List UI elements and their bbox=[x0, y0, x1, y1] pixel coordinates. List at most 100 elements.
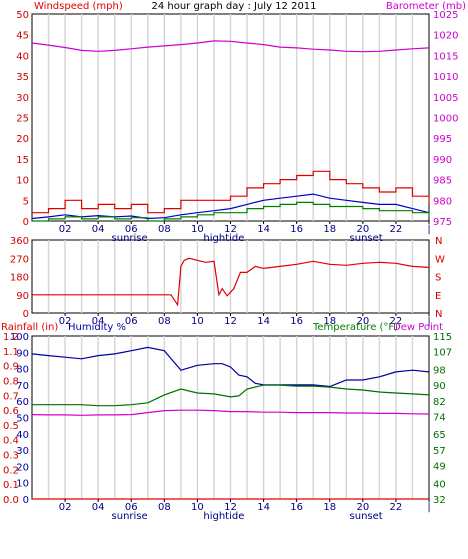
y2-tick-label: 985 bbox=[433, 176, 452, 187]
x-tick-label: 08 bbox=[158, 316, 171, 327]
event-label: hightide bbox=[203, 511, 244, 522]
x-tick-label: 08 bbox=[158, 502, 171, 513]
y2-tick-label: 107 bbox=[433, 348, 452, 359]
y-tick-label: 50 bbox=[16, 414, 29, 425]
event-label: sunset bbox=[350, 511, 383, 522]
x-tick-label: 22 bbox=[390, 224, 403, 235]
y2-tick-label: 82 bbox=[433, 397, 446, 408]
dew-point-series bbox=[31, 409, 430, 416]
x-tick-label: 18 bbox=[323, 224, 336, 235]
y2-tick-label: 1005 bbox=[433, 93, 458, 104]
event-label: sunrise bbox=[112, 233, 148, 244]
x-tick-label: 06 bbox=[125, 316, 138, 327]
x-tick-label: 14 bbox=[257, 502, 270, 513]
event-label: hightide bbox=[203, 233, 244, 244]
event-label: sunset bbox=[350, 233, 383, 244]
x-tick-label: 10 bbox=[191, 502, 204, 513]
y-tick-label: 90 bbox=[16, 291, 29, 302]
event-label: sunrise bbox=[112, 511, 148, 522]
rainfall-tick-label: 0.4 bbox=[3, 436, 19, 447]
rainfall-tick-label: 0.1 bbox=[3, 480, 19, 491]
y-tick-label: 20 bbox=[16, 462, 29, 473]
wind-axis-title: Windspeed (mph) bbox=[34, 1, 123, 12]
x-tick-label: | bbox=[427, 224, 430, 235]
y-tick-label: 35 bbox=[16, 72, 29, 83]
x-tick-label: 16 bbox=[290, 316, 303, 327]
wind-direction-series bbox=[32, 257, 430, 307]
x-tick-label: 04 bbox=[92, 502, 105, 513]
y2-tick-label: 115 bbox=[433, 332, 452, 343]
x-tick-label: 20 bbox=[356, 224, 369, 235]
rainfall-axis-title: Rainfall (in) bbox=[1, 322, 58, 333]
y-tick-label: 10 bbox=[16, 479, 29, 490]
x-tick-label: | bbox=[427, 316, 430, 327]
y-tick-label: 90 bbox=[16, 348, 29, 359]
rainfall-tick-label: 0.6 bbox=[3, 406, 19, 417]
compass-tick-label: S bbox=[435, 273, 441, 284]
rainfall-tick-label: 0.5 bbox=[3, 421, 19, 432]
y-tick-label: 45 bbox=[16, 31, 29, 42]
y2-tick-label: 98 bbox=[433, 365, 446, 376]
x-tick-label: 12 bbox=[224, 502, 237, 513]
x-tick-label: 04 bbox=[92, 224, 105, 235]
x-tick-label: 14 bbox=[257, 224, 270, 235]
x-tick-label: 02 bbox=[59, 502, 72, 513]
x-tick-label: 12 bbox=[224, 316, 237, 327]
rainfall-tick-label: 1.1 bbox=[3, 347, 19, 358]
y-tick-label: 20 bbox=[16, 134, 29, 145]
y2-tick-label: 1020 bbox=[433, 31, 458, 42]
x-tick-label: 02 bbox=[59, 316, 72, 327]
y-tick-label: 180 bbox=[10, 273, 29, 284]
y-tick-label: 25 bbox=[16, 114, 29, 125]
x-tick-label: 12 bbox=[224, 224, 237, 235]
chart-gridlines bbox=[47, 14, 414, 499]
y-tick-label: 70 bbox=[16, 381, 29, 392]
y-tick-label: 360 bbox=[10, 236, 29, 247]
humidity-axis-title: Humidity % bbox=[68, 322, 126, 333]
x-tick-label: 18 bbox=[323, 502, 336, 513]
wind-speed-series bbox=[32, 201, 430, 222]
rainfall-tick-label: 0.9 bbox=[3, 362, 19, 373]
rainfall-tick-label: 1.2 bbox=[3, 332, 19, 343]
compass-tick-label: W bbox=[435, 254, 445, 265]
barometer-axis-title: Barometer (mb) bbox=[386, 1, 466, 12]
chart-title: 24 hour graph day : July 12 2011 bbox=[151, 1, 316, 12]
y2-tick-label: 90 bbox=[433, 381, 446, 392]
y-tick-label: 5 bbox=[23, 196, 29, 207]
rainfall-tick-label: 0.2 bbox=[3, 465, 19, 476]
x-tick-label: 20 bbox=[356, 502, 369, 513]
x-tick-label: 18 bbox=[323, 316, 336, 327]
wind-average-series bbox=[31, 193, 430, 220]
y-tick-label: 40 bbox=[16, 51, 29, 62]
y-tick-label: 80 bbox=[16, 365, 29, 376]
x-tick-label: 16 bbox=[290, 224, 303, 235]
x-tick-label: 14 bbox=[257, 316, 270, 327]
y2-tick-label: 1000 bbox=[433, 114, 458, 125]
y2-tick-label: 57 bbox=[433, 446, 446, 457]
x-tick-label: | bbox=[427, 502, 430, 513]
x-tick-label: 06 bbox=[125, 502, 138, 513]
y2-tick-label: 980 bbox=[433, 196, 452, 207]
x-tick-label: 22 bbox=[390, 502, 403, 513]
rainfall-tick-label: 0.7 bbox=[3, 391, 19, 402]
x-tick-label: 22 bbox=[390, 316, 403, 327]
dewpoint-axis-title: Dew Point bbox=[393, 322, 443, 333]
x-tick-label: 08 bbox=[158, 224, 171, 235]
y2-tick-label: 975 bbox=[433, 217, 452, 228]
compass-tick-label: E bbox=[435, 291, 441, 302]
humidity-series bbox=[31, 346, 430, 388]
y2-tick-label: 40 bbox=[433, 479, 446, 490]
rainfall-tick-label: 0.8 bbox=[3, 376, 19, 387]
y2-tick-label: 1010 bbox=[433, 72, 458, 83]
y-tick-label: 30 bbox=[16, 446, 29, 457]
y2-tick-label: 49 bbox=[433, 462, 446, 473]
y2-tick-label: 74 bbox=[433, 413, 446, 424]
y-tick-label: 270 bbox=[10, 254, 29, 265]
y2-tick-label: 990 bbox=[433, 155, 452, 166]
x-tick-label: 04 bbox=[92, 316, 105, 327]
x-tick-label: 02 bbox=[59, 224, 72, 235]
y-tick-label: 60 bbox=[16, 397, 29, 408]
y-tick-label: 40 bbox=[16, 430, 29, 441]
y-tick-label: 10 bbox=[16, 176, 29, 187]
barometer-series bbox=[31, 40, 430, 53]
